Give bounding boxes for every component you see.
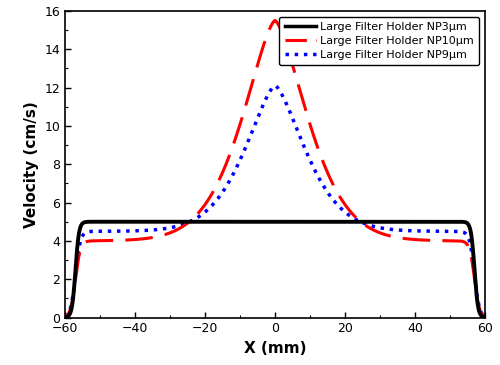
Large Filter Holder NP9μm [242,148,248,153]
Large Filter Holder NP9μm [428,229,434,233]
Large Filter Holder NP3μm [135,220,141,224]
Y-axis label: Velocity (cm/s): Velocity (cm/s) [24,101,38,228]
Large Filter Holder NP9μm [135,228,141,233]
Large Filter Holder NP3μm [137,220,143,224]
Line: Large Filter Holder NP10μm: Large Filter Holder NP10μm [65,20,485,316]
Large Filter Holder NP3μm [428,220,434,224]
Large Filter Holder NP9μm [110,229,116,233]
Legend: Large Filter Holder NP3μm, Large Filter Holder NP10μm, Large Filter Holder NP9μm: Large Filter Holder NP3μm, Large Filter … [279,16,479,65]
Large Filter Holder NP10μm [110,238,116,243]
Large Filter Holder NP10μm [482,314,488,319]
Large Filter Holder NP3μm [242,220,248,224]
Large Filter Holder NP3μm [223,220,229,224]
Large Filter Holder NP9μm [474,292,480,296]
Large Filter Holder NP3μm [482,315,488,319]
Large Filter Holder NP10μm [135,237,141,242]
Line: Large Filter Holder NP9μm: Large Filter Holder NP9μm [65,86,485,316]
Large Filter Holder NP10μm [62,314,68,319]
Large Filter Holder NP9μm [223,185,229,189]
Large Filter Holder NP9μm [62,314,68,319]
Large Filter Holder NP3μm [110,220,116,224]
Large Filter Holder NP3μm [474,296,480,300]
Large Filter Holder NP10μm [474,294,480,299]
Large Filter Holder NP10μm [242,108,248,113]
X-axis label: X (mm): X (mm) [244,341,306,356]
Large Filter Holder NP10μm [428,238,434,243]
Large Filter Holder NP9μm [482,314,488,319]
Large Filter Holder NP10μm [223,162,229,166]
Large Filter Holder NP10μm [272,18,278,23]
Line: Large Filter Holder NP3μm: Large Filter Holder NP3μm [65,222,485,317]
Large Filter Holder NP9μm [272,84,278,88]
Large Filter Holder NP3μm [62,315,68,319]
